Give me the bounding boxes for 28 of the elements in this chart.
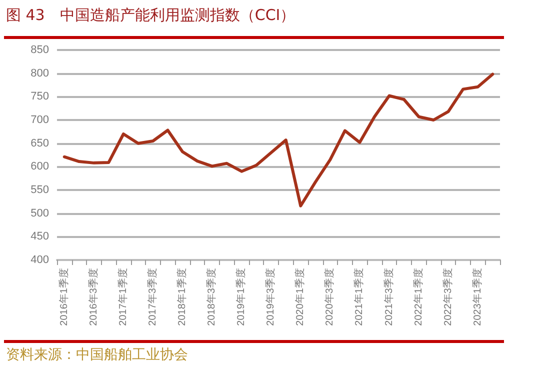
x-tick-label: 2019年1季度 <box>235 268 248 326</box>
x-tick-label: 2016年3季度 <box>87 268 100 326</box>
y-tick-label: 750 <box>30 90 49 103</box>
x-tick-label: 2022年3季度 <box>442 268 454 326</box>
y-tick-label: 450 <box>30 230 49 243</box>
x-tick-label: 2023年1季度 <box>471 268 484 326</box>
y-tick-label: 800 <box>30 67 49 80</box>
x-tick-label: 2020年1季度 <box>294 268 306 326</box>
y-tick-label: 650 <box>30 137 49 150</box>
y-tick-label: 500 <box>30 207 49 220</box>
x-tick-label: 2020年3季度 <box>324 268 336 326</box>
text: 资料来源：中国船舶工业协会 <box>6 346 188 364</box>
x-tick-label: 2022年1季度 <box>412 268 424 326</box>
y-tick-label: 550 <box>30 184 49 196</box>
x-tick-label: 2017年3季度 <box>146 268 158 326</box>
x-tick-label: 2021年1季度 <box>353 268 366 326</box>
x-tick-label: 2019年3季度 <box>264 268 277 326</box>
x-tick-label: 2018年3季度 <box>206 268 218 326</box>
chart-title: 图 43 中国造船产能利用监测指数（CCI） <box>6 6 296 25</box>
y-tick-label: 700 <box>30 114 49 126</box>
y-tick-label: 850 <box>30 44 49 56</box>
x-tick-label: 2016年1季度 <box>58 268 70 326</box>
x-tick-label: 2018年1季度 <box>176 268 188 326</box>
y-tick-label: 600 <box>30 160 49 173</box>
line-series <box>62 72 494 208</box>
x-tick-label: 2017年1季度 <box>116 268 129 326</box>
y-tick-label: 400 <box>30 254 49 266</box>
x-tick-label: 2021年3季度 <box>382 268 395 326</box>
